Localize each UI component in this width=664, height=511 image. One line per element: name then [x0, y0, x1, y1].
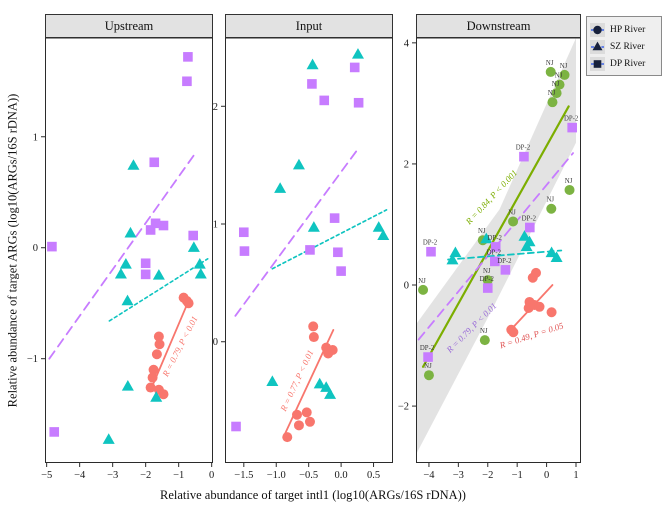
scatter-plot-downstream: NJ NJNJNJNJNJNJNJNJNJNJNJNJDP-2DP-2DP-2DP…: [398, 37, 581, 481]
regression-line: [48, 152, 197, 360]
series-hp-river: [145, 292, 194, 400]
x-tick-label: −1.0: [267, 470, 286, 481]
point-label: NJ: [547, 197, 555, 204]
x-tick-label: −1: [512, 470, 523, 481]
x-tick-label: 0.0: [335, 470, 348, 481]
series-dp-river: [231, 62, 364, 432]
y-tick-label: −1: [27, 354, 38, 365]
panel-border: [225, 37, 393, 463]
y-tick-label: 2: [213, 102, 218, 113]
regression-line: [271, 209, 388, 270]
scatter-plot-upstream: R = 0.79, P < 0.01 −5 −4 −3 −2 −1 0 −1 0 1: [27, 37, 214, 481]
x-tick-label: −3: [107, 470, 118, 481]
point-label: DP-2: [423, 240, 438, 247]
y-tick-label: 0: [404, 281, 409, 292]
panel-border: [45, 37, 213, 463]
y-axis-title: Relative abundance of target ARGs (log10…: [5, 93, 20, 408]
y-tick-label: 0: [213, 337, 218, 348]
x-tick-label: −1.5: [234, 470, 253, 481]
point-label: NJ: [424, 363, 432, 370]
y-tick-label: −2: [398, 402, 409, 413]
regression-line: [421, 105, 570, 368]
correlation-annotation: R = 0.79, P < 0.01: [160, 314, 200, 379]
panel-downstream: Downstream NJ NJ NJ NJ NJ NJ NJ NJ NJ NJ NJ NJ NJ DP-…: [398, 14, 581, 481]
hp-river-circle-icon: [590, 22, 605, 37]
regression-line: [447, 249, 563, 261]
triangle-marker: [592, 41, 603, 50]
x-tick-label: −2: [482, 470, 493, 481]
panel-border: [416, 37, 581, 463]
point-label: NJ: [480, 328, 488, 335]
x-axis-title: Relative abundance of target intl1 (log1…: [160, 488, 466, 502]
point-label: NJ: [548, 90, 556, 97]
legend-item-dp-river: DP River: [590, 55, 658, 72]
panel-upstream: Upstream R = 0.79, P < 0.01 −5 −4 −3 −2 −1 0 −1…: [27, 14, 214, 481]
point-label: DP-2: [516, 145, 531, 152]
series-sz-river: [266, 48, 390, 399]
point-label: DP-2: [564, 116, 579, 123]
point-label: NJ: [555, 73, 563, 80]
x-tick-label: 1: [573, 470, 578, 481]
point-label: NJ: [565, 178, 573, 185]
series-hp-river: [282, 321, 338, 443]
legend-item-sz-river: SZ River: [590, 38, 658, 55]
correlation-annotation: R = 0.49, P = 0.05: [497, 320, 565, 351]
y-tick-label: 1: [33, 132, 38, 143]
series-hp-river: [506, 267, 557, 338]
panel-title-input: Input: [225, 14, 393, 38]
y-tick-label: 4: [404, 38, 410, 49]
x-tick-label: −1: [173, 470, 184, 481]
point-label: NJ: [552, 81, 560, 88]
legend-item-hp-river: HP River: [590, 21, 658, 38]
x-tick-label: 0: [544, 470, 549, 481]
y-tick-label: 0: [33, 243, 38, 254]
point-label: NJ: [508, 209, 516, 216]
circle-marker: [593, 25, 602, 34]
point-label: DP-2: [420, 345, 435, 352]
x-tick-label: 0: [209, 470, 214, 481]
x-tick-label: −4: [74, 470, 86, 481]
point-label: DP-2: [488, 235, 503, 242]
x-tick-label: −2: [140, 470, 151, 481]
x-tick-label: −3: [453, 470, 464, 481]
series-dp-river: [47, 52, 198, 437]
x-tick-label: 0.5: [367, 470, 380, 481]
sz-river-triangle-icon: [590, 39, 605, 54]
regression-line: [108, 258, 209, 322]
panel-input: Input R = 0.77, P < 0.01 −1.5 −1.0 −0.5 0.0 0…: [213, 14, 393, 481]
point-label: NJ: [418, 278, 426, 285]
regression-layer: [48, 152, 209, 385]
series-sz-river: [446, 230, 563, 265]
x-tick-label: −0.5: [299, 470, 318, 481]
y-tick-label: 1: [213, 220, 218, 231]
point-label: NJ: [546, 60, 554, 67]
regression-line: [234, 148, 359, 317]
regression-line: [152, 302, 189, 385]
legend-label: DP River: [610, 58, 646, 69]
panel-title-downstream: Downstream: [416, 14, 581, 38]
point-label: DP-2: [497, 258, 512, 265]
y-tick-label: 2: [404, 159, 409, 170]
legend-label: HP River: [610, 24, 646, 35]
point-label: NJ: [483, 268, 491, 275]
panel-title-upstream: Upstream: [45, 14, 213, 38]
x-tick-label: −4: [423, 470, 435, 481]
point-label: NJ: [478, 228, 486, 235]
dp-river-square-icon: [590, 56, 605, 71]
series-dp-river: DP-2 DP-2 DP-2 DP-2 DP-2 DP-2 DP-2 DP-2 DP-2: [420, 116, 579, 362]
regression-layer: [234, 148, 388, 437]
point-label: DP-2: [480, 276, 495, 283]
point-label: DP-2: [522, 215, 537, 222]
series-sz-river: [102, 159, 207, 444]
point-label: DP-2: [487, 249, 502, 256]
legend: HP River SZ River DP River: [586, 16, 662, 76]
x-tick-label: −5: [41, 470, 52, 481]
point-label: NJ: [560, 63, 568, 70]
square-marker: [593, 59, 602, 68]
legend-label: SZ River: [610, 41, 645, 52]
